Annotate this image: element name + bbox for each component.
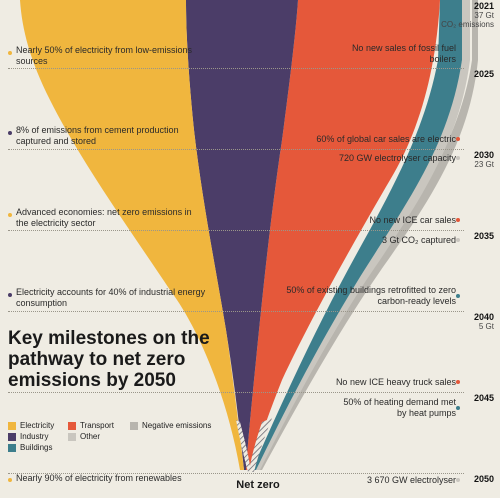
milestone-dot [456,218,460,222]
milestone-left-5: Nearly 90% of electricity from renewable… [16,473,182,483]
legend-item-other: Other [68,431,100,442]
legend-swatch [130,421,138,430]
band-electricity [20,0,244,470]
milestone-dot [8,478,12,482]
legend-item-buildings: Buildings [8,442,52,453]
milestone-dot [456,380,460,384]
milestone-right-7: No new ICE heavy truck sales [335,377,456,387]
year-label-2045: 2045 [473,393,494,403]
band-industry [186,0,298,470]
year-label-2025: 2025 [473,69,494,79]
legend-item-industry: Industry [8,431,48,442]
milestone-dot [8,131,12,135]
legend-swatch [68,421,76,430]
legend-swatch [68,432,76,441]
milestone-dot [456,478,460,482]
legend-item-transport: Transport [68,420,114,431]
year-divider-2045 [8,392,464,393]
year-label-2035: 2035 [473,231,494,241]
year-label-2040: 2040 5 Gt [473,312,494,332]
milestone-dot [456,238,460,242]
net-zero-label: Net zero [236,479,280,491]
milestone-dot [456,406,460,410]
milestone-right-3: 720 GW electrolyser capacity [338,153,456,163]
year-divider-2050 [8,473,464,474]
legend-item-electricity: Electricity [8,420,54,431]
year-label-2050: 2050 [473,474,494,484]
year-label-2021: 2021 37 Gt CO₂ emissions [441,1,494,30]
milestone-right-8: 50% of heating demand met by heat pumps [343,397,456,418]
legend-swatch [8,421,16,430]
milestone-left-2: 8% of emissions from cement production c… [16,125,179,146]
milestone-left-1: Nearly 50% of electricity from low-emiss… [16,45,193,66]
milestone-dot [8,51,12,55]
milestone-right-2: 60% of global car sales are electric [316,134,456,144]
milestone-dot [456,54,460,58]
milestone-dot [8,293,12,297]
milestone-right-6: 50% of existing buildings retrofitted to… [286,285,456,306]
legend-swatch [8,432,16,441]
milestone-dot [456,294,460,298]
milestone-dot [456,137,460,141]
year-divider-2030 [8,149,464,150]
milestone-right-5: 3 Gt CO₂ captured [381,235,456,245]
milestone-right-1: No new sales of fossil fuel boilers [351,43,456,64]
milestone-left-4: Electricity accounts for 40% of industri… [16,287,206,308]
infographic-title: Key milestones on the pathway to net zer… [8,328,210,391]
band-transport [246,0,440,470]
legend-item-negative: Negative emissions [130,420,211,431]
net-zero-hatch [236,418,272,472]
year-label-2030: 2030 23 Gt [473,150,494,170]
milestone-dot [8,213,12,217]
milestone-left-3: Advanced economies: net zero emissions i… [16,207,192,228]
band-buildings [252,0,462,470]
year-divider-2035 [8,230,464,231]
milestone-dot [456,156,460,160]
milestone-right-4: No new ICE car sales [369,215,456,225]
milestone-right-9: 3 670 GW electrolyser [366,475,456,485]
legend-swatch [8,443,16,452]
year-divider-2025 [8,68,464,69]
year-divider-2040 [8,311,464,312]
